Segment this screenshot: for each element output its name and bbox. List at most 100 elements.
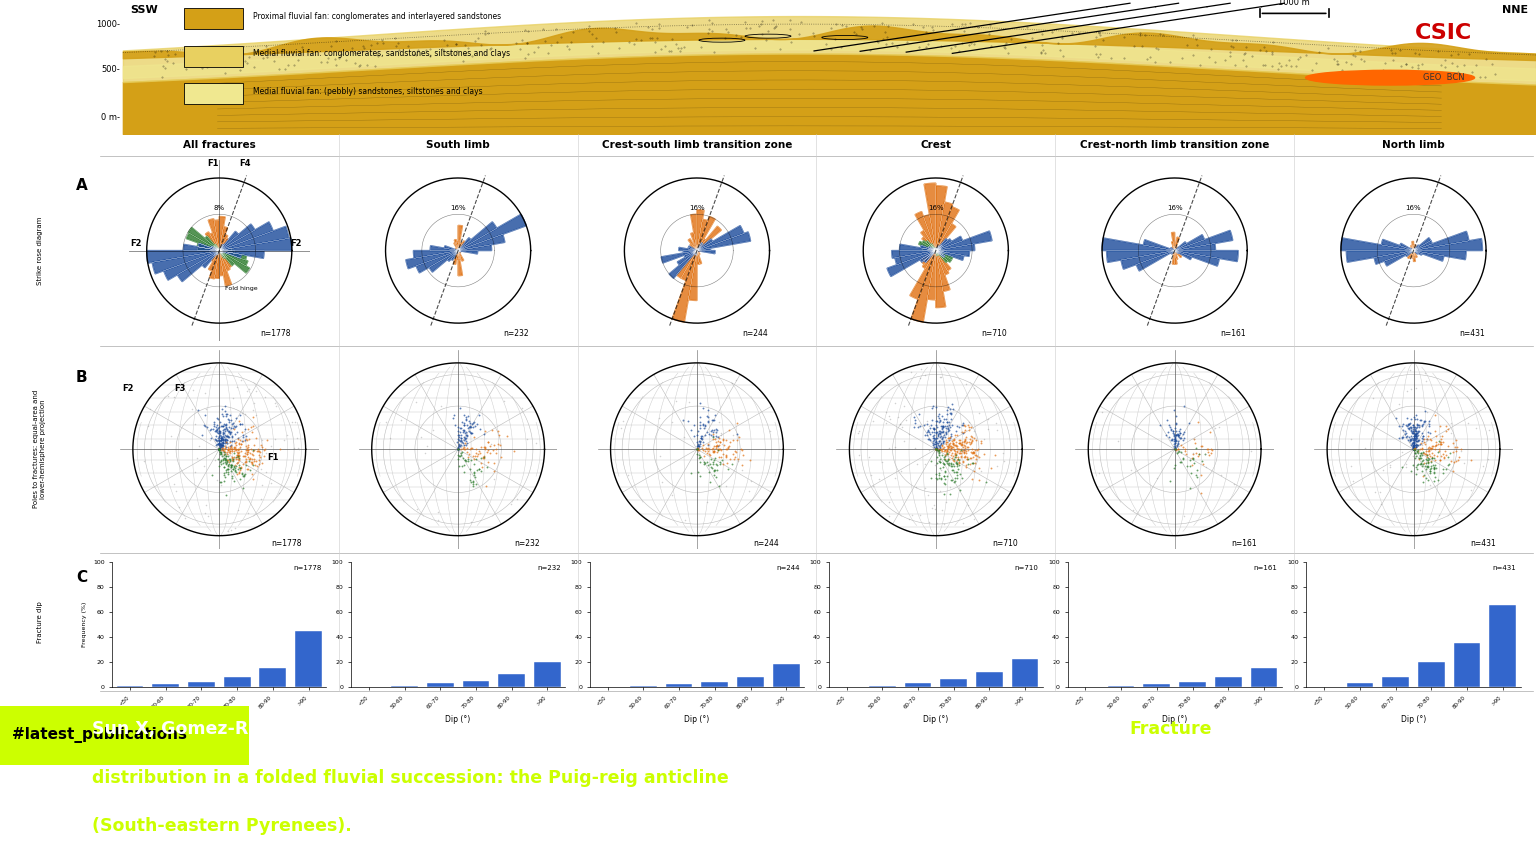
Point xyxy=(955,440,980,454)
Polygon shape xyxy=(926,241,935,251)
Text: F2: F2 xyxy=(290,239,303,248)
Point xyxy=(1163,429,1187,442)
Point xyxy=(226,503,250,517)
Point xyxy=(951,445,975,459)
Point xyxy=(1161,439,1186,453)
Point xyxy=(1410,432,1435,446)
Point xyxy=(218,425,243,439)
Point xyxy=(192,506,217,520)
Point xyxy=(1421,461,1445,475)
Point xyxy=(227,463,252,477)
Point xyxy=(464,470,488,484)
Point xyxy=(690,442,714,455)
Point xyxy=(212,474,237,488)
Point xyxy=(685,442,710,456)
Point xyxy=(1402,435,1427,449)
Point xyxy=(215,412,240,426)
Polygon shape xyxy=(220,245,224,251)
Point xyxy=(465,448,490,461)
Point xyxy=(1401,442,1425,456)
Point xyxy=(241,443,266,457)
Text: SSW: SSW xyxy=(131,5,158,16)
Point xyxy=(700,444,725,458)
Point xyxy=(212,445,237,459)
Point xyxy=(943,447,968,461)
Polygon shape xyxy=(935,238,948,251)
Point xyxy=(1163,442,1187,456)
Point xyxy=(1401,440,1425,454)
Point xyxy=(212,466,237,480)
Point xyxy=(688,435,713,448)
Point xyxy=(928,468,952,482)
Polygon shape xyxy=(911,251,935,322)
Point xyxy=(876,441,900,454)
Point xyxy=(1163,442,1187,456)
Point xyxy=(233,422,258,435)
Polygon shape xyxy=(673,251,697,322)
Point xyxy=(172,511,197,524)
Point xyxy=(942,438,966,452)
Point xyxy=(221,450,246,464)
Point xyxy=(928,471,952,485)
Point xyxy=(1180,452,1204,466)
Point xyxy=(954,429,978,443)
Point xyxy=(217,445,241,459)
Point xyxy=(722,444,746,458)
Polygon shape xyxy=(697,238,705,251)
Point xyxy=(1413,444,1438,458)
Polygon shape xyxy=(1407,251,1413,258)
Point xyxy=(920,431,945,445)
Point xyxy=(685,435,710,448)
X-axis label: Dip (°): Dip (°) xyxy=(685,715,710,724)
Point xyxy=(132,454,157,468)
Text: Medial fluvial fan: (pebbly) sandstones, siltstones and clays: Medial fluvial fan: (pebbly) sandstones,… xyxy=(253,86,482,96)
Point xyxy=(1170,427,1195,441)
Point xyxy=(1401,418,1425,432)
Point xyxy=(912,481,937,495)
Point xyxy=(233,449,258,463)
Point xyxy=(700,422,725,436)
Point xyxy=(1181,452,1206,466)
Bar xyxy=(184,8,243,29)
Point xyxy=(846,424,871,438)
Point xyxy=(1402,431,1427,445)
Point xyxy=(453,435,478,448)
Point xyxy=(928,440,952,454)
Bar xyxy=(1347,683,1373,687)
Point xyxy=(1409,438,1433,452)
Point xyxy=(1163,442,1187,455)
Point xyxy=(425,513,450,527)
Point xyxy=(1412,475,1436,489)
Point xyxy=(284,431,309,445)
Point xyxy=(1409,436,1433,450)
Point xyxy=(223,443,247,457)
Point xyxy=(1399,431,1424,445)
Point xyxy=(725,427,750,441)
Point xyxy=(221,416,246,429)
Point xyxy=(1412,456,1436,470)
Point xyxy=(688,450,713,464)
Text: n=710: n=710 xyxy=(992,539,1018,548)
Point xyxy=(703,426,728,440)
Point xyxy=(688,455,713,469)
Point xyxy=(923,442,948,456)
Point xyxy=(877,509,902,523)
Point xyxy=(1419,454,1444,468)
Point xyxy=(926,446,951,460)
Point xyxy=(453,413,478,427)
Point xyxy=(1478,423,1502,437)
Polygon shape xyxy=(177,251,220,282)
Point xyxy=(1401,436,1425,450)
Point xyxy=(928,466,952,480)
Point xyxy=(198,423,223,437)
Point xyxy=(452,425,476,439)
Point xyxy=(459,420,484,434)
Text: Crest-south limb transition zone: Crest-south limb transition zone xyxy=(602,140,793,149)
Point xyxy=(221,461,246,475)
Point xyxy=(938,397,963,411)
Point xyxy=(1401,442,1425,456)
Point xyxy=(923,442,948,456)
Point xyxy=(207,442,232,456)
Point xyxy=(659,488,684,502)
Point xyxy=(183,465,207,479)
